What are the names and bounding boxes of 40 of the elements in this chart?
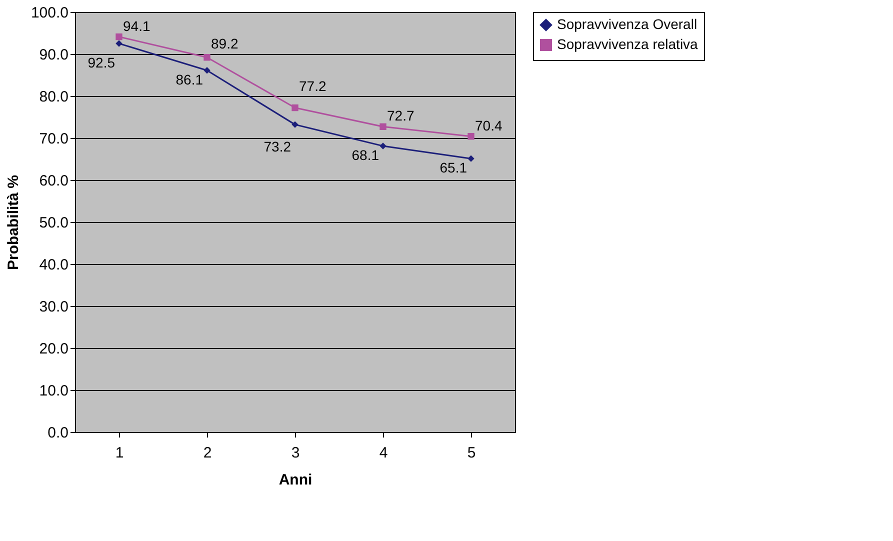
point xyxy=(116,40,122,47)
legend-label: Sopravvivenza Overall xyxy=(557,16,698,32)
point xyxy=(468,132,474,140)
data-label: 72.7 xyxy=(387,108,414,124)
data-label: 86.1 xyxy=(176,71,204,88)
point xyxy=(380,142,386,150)
point xyxy=(204,67,210,74)
y-tick-label: 50.0 xyxy=(39,214,68,232)
point xyxy=(116,33,122,40)
y-tick-label: 10.0 xyxy=(39,382,68,400)
point xyxy=(292,121,298,128)
y-tick-label: 0.0 xyxy=(48,424,68,442)
point xyxy=(380,123,386,130)
y-tick-label: 20.0 xyxy=(39,340,68,358)
y-tick-label: 100.0 xyxy=(30,4,68,22)
x-axis-title: Anni xyxy=(278,472,312,488)
y-tick-label: 40.0 xyxy=(39,256,68,274)
x-tick-label: 4 xyxy=(379,444,388,462)
x-tick-label: 1 xyxy=(115,444,124,462)
x-tick-label: 5 xyxy=(467,444,476,462)
y-tick-label: 60.0 xyxy=(39,172,68,190)
point xyxy=(468,155,474,162)
point xyxy=(292,104,298,112)
data-label: 65.1 xyxy=(440,160,468,176)
data-label: 68.1 xyxy=(352,146,380,163)
point xyxy=(204,54,210,61)
data-label: 73.2 xyxy=(264,138,292,155)
x-tick-label: 3 xyxy=(291,444,300,462)
y-tick-label: 70.0 xyxy=(39,130,68,148)
x-tick-label: 2 xyxy=(203,444,212,462)
y-axis-title: Probabilità % xyxy=(4,174,22,270)
data-label: 89.2 xyxy=(211,35,238,52)
y-tick-label: 30.0 xyxy=(39,298,68,316)
legend-label: Sopravvivenza relativa xyxy=(557,36,698,52)
data-label: 70.4 xyxy=(475,117,502,134)
data-label: 94.1 xyxy=(123,18,150,34)
data-label: 92.5 xyxy=(88,54,116,70)
y-tick-label: 90.0 xyxy=(39,46,68,64)
data-label: 77.2 xyxy=(299,78,326,94)
y-tick-label: 80.0 xyxy=(39,88,68,106)
